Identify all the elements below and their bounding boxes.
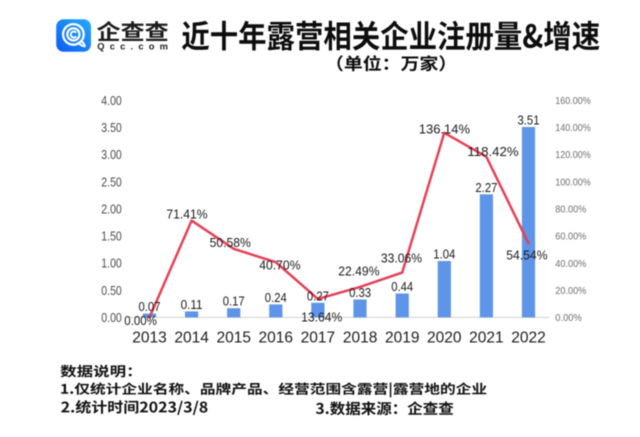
svg-text:2018: 2018	[343, 330, 378, 347]
svg-text:2016: 2016	[259, 330, 294, 347]
svg-text:40.70%: 40.70%	[259, 257, 300, 272]
svg-text:40.00%: 40.00%	[555, 259, 586, 270]
svg-text:3.00: 3.00	[101, 148, 122, 162]
svg-text:60.00%: 60.00%	[555, 232, 586, 243]
svg-text:1.00: 1.00	[101, 257, 122, 271]
svg-text:2.27: 2.27	[475, 181, 497, 195]
svg-text:13.64%: 13.64%	[301, 310, 342, 325]
svg-text:0.27: 0.27	[307, 289, 329, 303]
svg-text:160.00%: 160.00%	[555, 96, 591, 107]
svg-text:0.50: 0.50	[101, 284, 122, 298]
svg-text:50.58%: 50.58%	[210, 235, 251, 250]
svg-text:80.00%: 80.00%	[555, 205, 586, 216]
svg-text:120.00%: 120.00%	[555, 150, 591, 161]
svg-text:100.00%: 100.00%	[555, 177, 591, 188]
svg-text:20.00%: 20.00%	[555, 286, 586, 297]
svg-text:4.00: 4.00	[101, 94, 122, 108]
svg-text:2.00: 2.00	[101, 202, 122, 216]
svg-text:118.42%: 118.42%	[467, 144, 519, 159]
svg-text:1.04: 1.04	[433, 248, 455, 262]
svg-text:2014: 2014	[174, 330, 209, 347]
svg-text:2021: 2021	[469, 330, 504, 347]
svg-text:136.14%: 136.14%	[419, 121, 471, 136]
svg-text:0.44: 0.44	[391, 280, 413, 294]
svg-text:2019: 2019	[385, 330, 420, 347]
svg-text:2.50: 2.50	[101, 175, 122, 189]
svg-text:0.11: 0.11	[181, 298, 203, 312]
svg-text:54.54%: 54.54%	[506, 247, 547, 262]
svg-text:2020: 2020	[427, 330, 462, 347]
svg-text:1.50: 1.50	[101, 230, 122, 244]
svg-text:22.49%: 22.49%	[338, 263, 379, 278]
svg-text:3.51: 3.51	[518, 114, 540, 128]
svg-text:0.33: 0.33	[349, 286, 371, 300]
svg-text:2022: 2022	[511, 330, 546, 347]
svg-text:0.24: 0.24	[265, 291, 287, 305]
svg-text:140.00%: 140.00%	[555, 123, 591, 134]
svg-text:0.00%: 0.00%	[555, 313, 582, 324]
svg-text:0.17: 0.17	[223, 295, 245, 309]
svg-text:0.00%: 0.00%	[124, 313, 157, 328]
svg-text:2017: 2017	[301, 330, 336, 347]
svg-text:0.00: 0.00	[101, 311, 122, 325]
svg-text:0.07: 0.07	[139, 300, 161, 314]
svg-text:71.41%: 71.41%	[166, 207, 207, 222]
svg-text:2015: 2015	[216, 330, 251, 347]
svg-text:2013: 2013	[132, 330, 167, 347]
svg-text:33.06%: 33.06%	[381, 250, 422, 265]
svg-text:3.50: 3.50	[101, 121, 122, 135]
svg-text:Qcc.com: Qcc.com	[97, 41, 168, 52]
